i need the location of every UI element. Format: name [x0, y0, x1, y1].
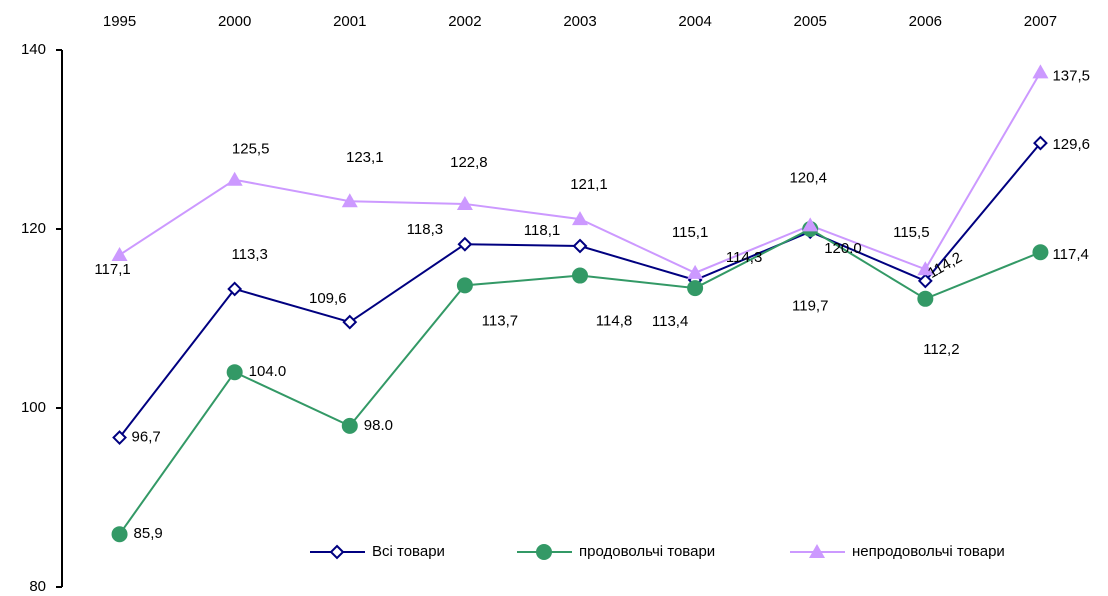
data-label: 113,3: [231, 246, 267, 263]
legend-label: непродовольчі товари: [852, 543, 1005, 560]
x-tick-label: 2000: [218, 13, 251, 30]
point: [1033, 135, 1048, 151]
point: [802, 217, 819, 232]
point: [112, 430, 127, 445]
point: [1032, 244, 1049, 261]
x-tick-label: 2001: [333, 13, 366, 30]
data-label: 137,5: [1052, 67, 1090, 84]
x-tick-label: 1995: [103, 13, 136, 30]
x-tick-label: 2003: [563, 13, 596, 30]
data-label: 113,4: [652, 313, 688, 330]
data-label: 115,1: [672, 224, 708, 241]
x-tick-label: 2005: [794, 13, 827, 30]
point: [456, 277, 473, 294]
x-tick-label: 2002: [448, 13, 481, 30]
point: [572, 238, 588, 254]
legend-marker: [536, 544, 552, 560]
point: [917, 290, 934, 307]
legend-label: продовольчі товари: [579, 543, 715, 560]
data-label: 123,1: [346, 149, 384, 166]
y-tick-label: 140: [21, 41, 46, 58]
data-label: 114,2: [925, 249, 965, 282]
legend-marker: [329, 544, 345, 560]
point: [456, 195, 473, 210]
data-label: 115,5: [893, 224, 929, 241]
point: [226, 364, 243, 381]
data-label: 122,8: [450, 154, 488, 171]
point: [1032, 64, 1049, 79]
data-label: 120,4: [789, 169, 827, 186]
data-label: 85,9: [134, 525, 163, 542]
data-label: 117,1: [94, 261, 130, 278]
y-tick-label: 100: [21, 399, 46, 416]
data-label: 117,4: [1052, 246, 1088, 263]
point: [572, 267, 588, 284]
data-label: 113,7: [482, 312, 518, 329]
data-label: 98.0: [364, 417, 393, 434]
x-tick-label: 2004: [678, 13, 711, 30]
data-label: 118,1: [524, 222, 560, 239]
data-label: 114,3: [726, 249, 762, 266]
point: [227, 281, 243, 297]
data-label: 109,6: [309, 290, 347, 307]
point: [226, 171, 243, 186]
legend-marker: [809, 544, 825, 558]
x-tick-label: 2006: [909, 13, 942, 30]
data-label: 120.0: [824, 240, 862, 257]
point: [342, 314, 358, 330]
x-tick-label: 2007: [1024, 13, 1057, 30]
point: [687, 264, 704, 279]
data-label: 104.0: [249, 363, 287, 380]
data-label: 129,6: [1052, 136, 1090, 153]
y-tick-label: 120: [21, 220, 46, 237]
point: [341, 417, 358, 434]
point: [341, 193, 358, 208]
data-label: 121,1: [570, 176, 608, 193]
data-label: 119,7: [792, 298, 828, 315]
data-label: 112,2: [923, 341, 959, 358]
point: [687, 280, 704, 297]
data-label: 118,3: [407, 221, 443, 238]
data-label: 114,8: [596, 313, 632, 330]
y-tick-label: 80: [29, 578, 46, 595]
point: [917, 261, 934, 276]
legend-label: Всі товари: [372, 543, 445, 560]
data-label: 125,5: [232, 141, 270, 158]
point: [917, 273, 933, 289]
data-label: 96,7: [132, 429, 161, 446]
point: [572, 211, 588, 226]
point: [111, 246, 128, 261]
point: [457, 236, 473, 252]
point: [111, 526, 128, 543]
